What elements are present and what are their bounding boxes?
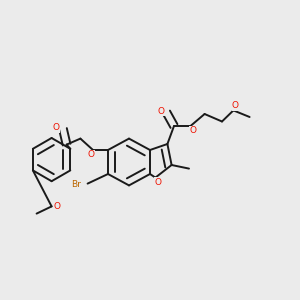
Text: O: O bbox=[53, 202, 61, 211]
Text: Br: Br bbox=[71, 180, 81, 189]
Text: O: O bbox=[189, 126, 196, 135]
Text: O: O bbox=[154, 178, 161, 187]
Text: O: O bbox=[158, 107, 165, 116]
Text: O: O bbox=[232, 101, 239, 110]
Text: O: O bbox=[88, 150, 95, 159]
Text: O: O bbox=[53, 123, 60, 132]
